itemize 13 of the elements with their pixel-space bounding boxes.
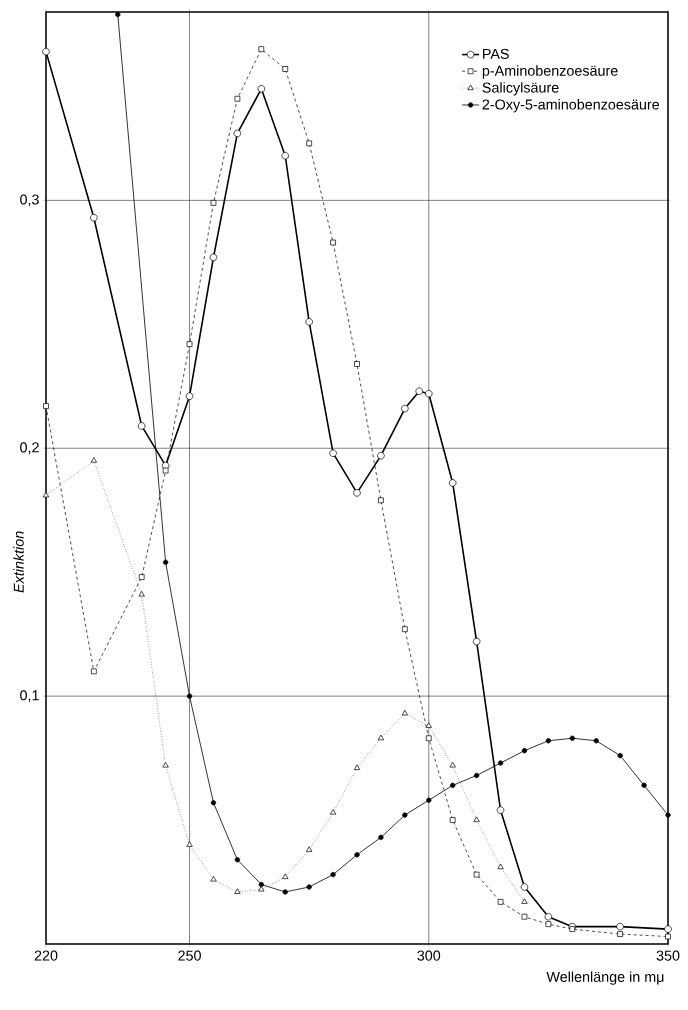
y-tick-label: 0,3 [20,194,39,207]
y-axis-title: Extinktion [13,531,24,593]
legend-label: Salicylsäure [482,82,559,96]
y-tick-label: 0,1 [20,690,39,703]
y-tick-label: 0,2 [20,442,39,455]
legend-label: p-Aminobenzoesäure [482,65,618,79]
legend-label: PAS [483,48,509,59]
x-tick-label: 220 [34,950,58,961]
x-tick-label: 350 [656,950,680,961]
x-tick-label: 250 [178,950,201,961]
x-tick-label: 300 [417,950,441,961]
x-axis-title: Wellenlänge in mμ [546,971,664,985]
legend-label: 2-Oxy-5-aminobenzoesäure [482,99,660,113]
